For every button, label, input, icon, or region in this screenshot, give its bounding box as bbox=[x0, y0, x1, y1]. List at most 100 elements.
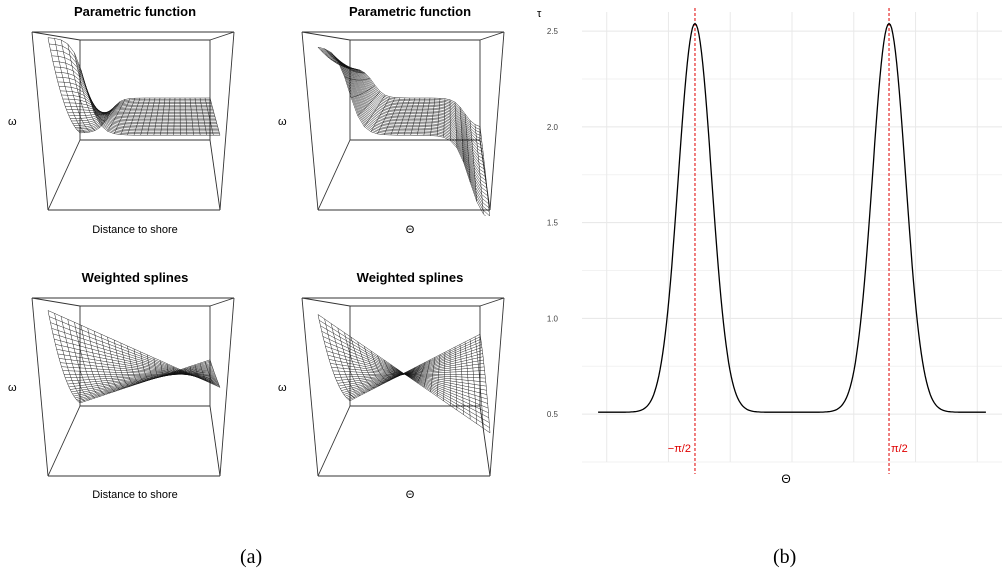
plot-2-title: Parametric function bbox=[348, 4, 472, 19]
mesh-line bbox=[67, 370, 214, 385]
plot-4-xlabel: Θ bbox=[405, 489, 415, 501]
mesh-line bbox=[50, 49, 220, 133]
surface-plot-2 bbox=[301, 31, 505, 216]
mesh-line bbox=[72, 106, 213, 124]
box-edge bbox=[301, 297, 351, 307]
mesh-line bbox=[474, 336, 484, 429]
y-tick-labels: 0.5 1.0 1.5 2.0 2.5 bbox=[547, 27, 559, 419]
mesh-line bbox=[67, 319, 96, 399]
mesh-line bbox=[436, 98, 441, 137]
mesh-line bbox=[57, 81, 217, 125]
box-edge bbox=[219, 31, 235, 211]
plot-3-title: Weighted splines bbox=[81, 270, 189, 285]
mesh-line bbox=[75, 103, 212, 128]
box-edge bbox=[47, 405, 81, 477]
y-axis-label: τ bbox=[537, 8, 542, 20]
box-edge bbox=[31, 297, 81, 307]
caption-a: (a) bbox=[240, 546, 263, 568]
mesh-line bbox=[336, 366, 485, 381]
plot-4-title: Weighted splines bbox=[356, 270, 464, 285]
mesh-line bbox=[345, 66, 482, 140]
mesh-line bbox=[72, 366, 213, 395]
box-edge bbox=[31, 31, 49, 211]
mesh-line bbox=[464, 113, 471, 183]
mesh-line bbox=[430, 98, 436, 136]
mesh-line bbox=[342, 65, 483, 146]
mesh-line bbox=[194, 97, 201, 136]
mesh-line bbox=[77, 100, 211, 131]
reference-lines: −π/2 π/2 bbox=[668, 8, 908, 474]
mesh-line bbox=[71, 107, 213, 122]
mesh-line bbox=[338, 64, 484, 156]
mesh-line bbox=[345, 344, 482, 397]
mesh-line bbox=[160, 97, 166, 136]
box-edge bbox=[209, 297, 235, 307]
mesh-line bbox=[479, 126, 490, 216]
mesh-line bbox=[349, 68, 481, 127]
box-edge bbox=[301, 297, 319, 477]
mesh-line bbox=[204, 361, 214, 385]
y-tick-label: 2.5 bbox=[547, 27, 559, 36]
mesh-line bbox=[346, 341, 482, 398]
mesh-line bbox=[464, 341, 471, 420]
mesh-line bbox=[347, 67, 481, 133]
mesh-line bbox=[336, 62, 485, 163]
mesh-line bbox=[317, 314, 351, 401]
tau-line-chart: 0.5 1.0 1.5 2.0 2.5 −π/2 π/2 τ Θ bbox=[537, 8, 1002, 486]
mesh-line bbox=[469, 339, 478, 424]
surface-mesh bbox=[317, 314, 491, 433]
mesh-line bbox=[76, 102, 212, 130]
mesh-line bbox=[66, 371, 215, 382]
mesh-line bbox=[194, 364, 201, 379]
box-edge bbox=[479, 405, 491, 477]
mesh-line bbox=[76, 363, 212, 400]
mesh-line bbox=[416, 97, 426, 136]
mesh-line bbox=[335, 370, 485, 378]
surface-mesh bbox=[47, 37, 221, 136]
mesh-line bbox=[67, 112, 214, 114]
mesh-line bbox=[65, 372, 215, 378]
box-edge bbox=[489, 31, 505, 211]
mesh-line bbox=[204, 97, 214, 136]
mesh-line bbox=[348, 336, 481, 401]
mesh-line bbox=[479, 334, 491, 433]
mesh-line bbox=[337, 63, 484, 160]
box-edge bbox=[479, 31, 505, 41]
mesh-line bbox=[140, 97, 151, 136]
mesh-line bbox=[75, 364, 212, 399]
box-edge bbox=[209, 405, 221, 477]
mesh-line bbox=[49, 43, 220, 135]
surface-mesh bbox=[317, 46, 490, 216]
series-line bbox=[598, 22, 986, 413]
box-edge bbox=[301, 31, 319, 211]
mesh-line bbox=[443, 98, 446, 138]
box-edge bbox=[301, 31, 351, 41]
mesh-line bbox=[70, 109, 214, 119]
mesh-line bbox=[337, 363, 484, 384]
y-tick-label: 1.5 bbox=[547, 219, 559, 228]
mesh-line bbox=[63, 102, 215, 117]
mesh-line bbox=[436, 354, 441, 397]
caption-b: (b) bbox=[773, 546, 797, 568]
mesh-line bbox=[443, 352, 446, 401]
mesh-line bbox=[342, 350, 483, 393]
mesh-line bbox=[474, 124, 484, 215]
mesh-line bbox=[166, 97, 171, 136]
mesh-line bbox=[454, 102, 458, 148]
plot-4-zlabel: ω bbox=[278, 382, 287, 394]
mesh-line bbox=[348, 67, 481, 130]
mesh-line bbox=[153, 97, 161, 136]
mesh-line bbox=[173, 97, 176, 136]
mesh-line bbox=[189, 97, 194, 136]
mesh-line bbox=[71, 367, 213, 393]
box-edge bbox=[47, 139, 81, 211]
mesh-line bbox=[343, 347, 482, 395]
box-edge bbox=[219, 297, 235, 477]
box-edge bbox=[209, 31, 235, 41]
mesh-line bbox=[199, 97, 208, 136]
box-edge bbox=[317, 139, 351, 211]
reference-line-label: −π/2 bbox=[668, 443, 691, 455]
plot-3-xlabel: Distance to shore bbox=[92, 489, 178, 501]
mesh-line bbox=[340, 64, 484, 153]
mesh-line bbox=[349, 334, 481, 401]
